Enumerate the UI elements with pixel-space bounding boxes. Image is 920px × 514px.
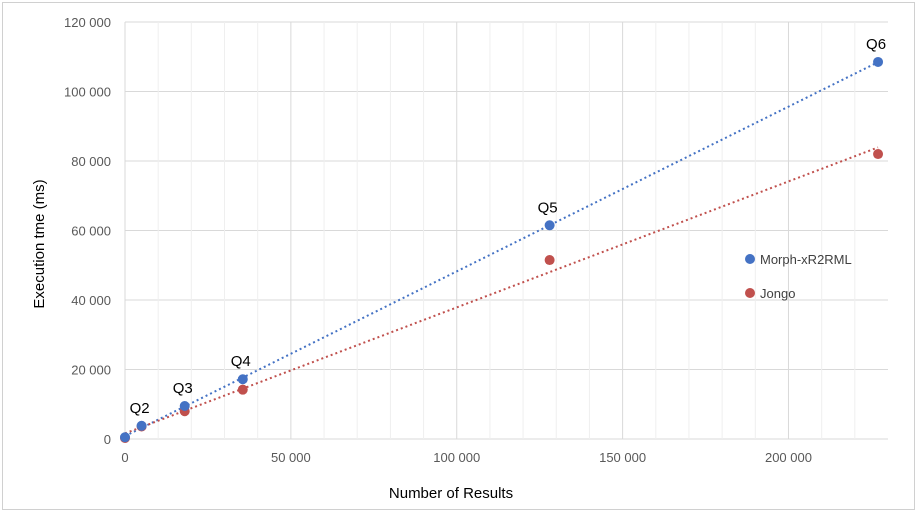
point-annotations: Q2 Q3 Q4 Q5 Q6 [130,36,886,417]
x-tick-label: 0 [121,450,128,465]
trendline-morph-xr2rml [124,61,879,438]
data-points [120,56,884,443]
legend-label: Jongo [760,286,795,301]
data-point-jongo [873,149,884,160]
x-tick-label: 50 000 [271,450,311,465]
y-tick-label: 60 000 [71,224,111,239]
legend-label: Morph-xR2RML [760,252,852,267]
y-tick-label: 20 000 [71,363,111,378]
y-tick-label: 40 000 [71,293,111,308]
x-tick-label: 200 000 [765,450,812,465]
data-point-morph-xr2rml [179,400,190,411]
legend-marker [745,254,755,264]
y-tick-label: 80 000 [71,154,111,169]
x-tick-label: 100 000 [433,450,480,465]
data-point-morph-xr2rml [237,374,248,385]
x-tick-label: 150 000 [599,450,646,465]
data-point-morph-xr2rml [544,220,555,231]
data-point-morph-xr2rml [120,432,130,443]
point-label: Q4 [231,353,251,370]
trendline-jongo [124,146,879,435]
data-point-morph-xr2rml [873,56,884,67]
trendlines [124,61,879,438]
x-axis-ticks: 0 50 000 100 000 150 000 200 000 [121,450,812,465]
x-axis-title: Number of Results [389,485,513,502]
y-tick-label: 0 [104,432,111,447]
data-point-jongo [544,255,555,266]
y-axis-title: Execution tme (ms) [31,179,48,308]
grid [124,21,888,440]
y-tick-label: 100 000 [64,85,111,100]
legend: Morph-xR2RML Jongo [745,252,852,301]
data-point-jongo [237,384,248,395]
point-label: Q3 [173,380,193,397]
y-tick-label: 120 000 [64,15,111,30]
legend-marker [745,288,755,298]
point-label: Q5 [538,199,558,216]
data-point-morph-xr2rml [136,420,147,431]
point-label: Q2 [130,400,150,417]
y-axis-ticks: 0 20 000 40 000 60 000 80 000 100 000 120 000 [64,15,111,447]
point-label: Q6 [866,36,886,53]
